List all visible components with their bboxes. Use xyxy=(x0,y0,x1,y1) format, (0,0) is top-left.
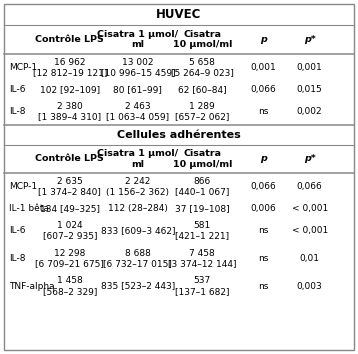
Text: p: p xyxy=(260,154,266,164)
Text: 0,066: 0,066 xyxy=(250,182,276,192)
Text: 37 [19–108]: 37 [19–108] xyxy=(175,204,229,213)
Text: 2 635
[1 374–2 840]: 2 635 [1 374–2 840] xyxy=(38,177,101,196)
Text: 8 688
[6 732–17 015]: 8 688 [6 732–17 015] xyxy=(103,249,172,268)
Text: IL-6: IL-6 xyxy=(9,85,25,94)
Text: 0,001: 0,001 xyxy=(297,63,323,72)
Text: Contrôle LPS: Contrôle LPS xyxy=(35,154,104,164)
Text: 866
[440–1 067]: 866 [440–1 067] xyxy=(175,177,229,196)
Text: 1 458
[568–2 329]: 1 458 [568–2 329] xyxy=(43,276,97,296)
Text: 112 (28–284): 112 (28–284) xyxy=(108,204,168,213)
Text: 581
[421–1 221]: 581 [421–1 221] xyxy=(175,221,229,240)
Text: 134 [49–325]: 134 [49–325] xyxy=(40,204,100,213)
Text: p*: p* xyxy=(304,35,315,44)
Text: 80 [61–99]: 80 [61–99] xyxy=(113,85,162,94)
Text: MCP-1: MCP-1 xyxy=(9,63,37,72)
Text: < 0,001: < 0,001 xyxy=(291,226,328,235)
Text: 13 002
[10 996–15 459]: 13 002 [10 996–15 459] xyxy=(101,58,175,77)
Text: 0,001: 0,001 xyxy=(250,63,276,72)
Text: HUVEC: HUVEC xyxy=(156,8,202,21)
Text: 537
[137–1 682]: 537 [137–1 682] xyxy=(175,276,229,296)
Text: TNF-alpha: TNF-alpha xyxy=(9,281,54,291)
Text: 0,006: 0,006 xyxy=(250,204,276,213)
Text: p: p xyxy=(260,35,266,44)
Text: 62 [60–84]: 62 [60–84] xyxy=(178,85,227,94)
Text: 0,002: 0,002 xyxy=(297,107,323,116)
Text: 835 [523–2 443]: 835 [523–2 443] xyxy=(101,281,175,291)
Text: 833 [609–3 462]: 833 [609–3 462] xyxy=(101,226,175,235)
Text: Cisatra 1 μmol/
ml: Cisatra 1 μmol/ ml xyxy=(97,149,178,169)
Text: 0,01: 0,01 xyxy=(300,254,320,263)
Text: 102 [92–109]: 102 [92–109] xyxy=(40,85,100,94)
Text: < 0,001: < 0,001 xyxy=(291,204,328,213)
Text: 2 242
(1 156–2 362): 2 242 (1 156–2 362) xyxy=(106,177,169,196)
Text: IL-6: IL-6 xyxy=(9,226,25,235)
Text: ns: ns xyxy=(258,281,268,291)
Text: Contrôle LPS: Contrôle LPS xyxy=(35,35,104,44)
Text: 0,015: 0,015 xyxy=(297,85,323,94)
Text: 0,066: 0,066 xyxy=(250,85,276,94)
Text: IL-8: IL-8 xyxy=(9,107,25,116)
Text: p*: p* xyxy=(304,154,315,164)
Text: MCP-1: MCP-1 xyxy=(9,182,37,192)
Text: 1 289
[657–2 062]: 1 289 [657–2 062] xyxy=(175,102,229,121)
Text: 16 962
[12 812–19 121]: 16 962 [12 812–19 121] xyxy=(33,58,107,77)
Text: 0,066: 0,066 xyxy=(297,182,323,192)
Text: Cisatra
10 μmol/ml: Cisatra 10 μmol/ml xyxy=(173,30,232,49)
Text: 1 024
[607–2 935]: 1 024 [607–2 935] xyxy=(43,221,97,240)
Text: Cisatra
10 μmol/ml: Cisatra 10 μmol/ml xyxy=(173,149,232,169)
Text: 2 463
[1 063–4 059]: 2 463 [1 063–4 059] xyxy=(106,102,169,121)
Text: ns: ns xyxy=(258,226,268,235)
Text: 5 658
[5 264–9 023]: 5 658 [5 264–9 023] xyxy=(171,58,234,77)
Text: 7 458
[3 374–12 144]: 7 458 [3 374–12 144] xyxy=(168,249,237,268)
Text: 12 298
[6 709–21 675]: 12 298 [6 709–21 675] xyxy=(35,249,104,268)
Text: 2 380
[1 389–4 310]: 2 380 [1 389–4 310] xyxy=(38,102,101,121)
Text: ns: ns xyxy=(258,107,268,116)
Text: Cisatra 1 μmol/
ml: Cisatra 1 μmol/ ml xyxy=(97,30,178,49)
Text: IL-1 bêta: IL-1 bêta xyxy=(9,204,49,213)
Text: Cellules adhérentes: Cellules adhérentes xyxy=(117,130,241,140)
Text: IL-8: IL-8 xyxy=(9,254,25,263)
Text: ns: ns xyxy=(258,254,268,263)
Text: 0,003: 0,003 xyxy=(297,281,323,291)
